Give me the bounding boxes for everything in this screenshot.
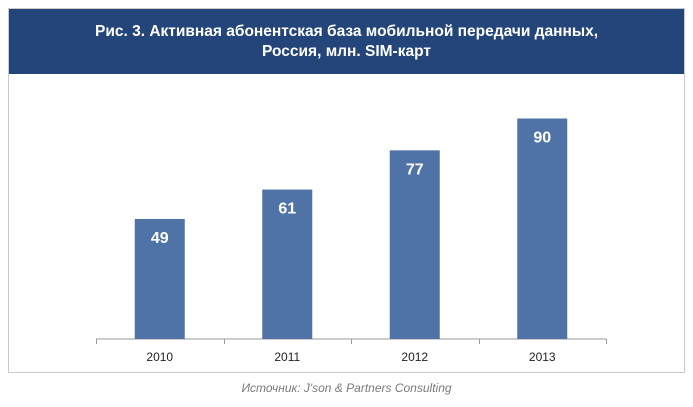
chart-title-bar: Рис. 3. Активная абонентская база мобиль… — [9, 9, 684, 74]
bar-2012 — [389, 150, 440, 339]
bar-2013 — [517, 118, 568, 339]
source-note: Источник: J'son & Partners Consulting — [241, 381, 452, 395]
bar-2011 — [262, 189, 313, 339]
data-label-2010: 49 — [151, 230, 169, 247]
data-label-2013: 90 — [533, 130, 551, 147]
bar-2010 — [134, 218, 185, 339]
data-label-2011: 61 — [278, 201, 296, 218]
x-tick-label-2013: 2013 — [529, 350, 556, 364]
x-tick-label-2011: 2011 — [274, 350, 300, 364]
x-tick-label-2010: 2010 — [146, 350, 173, 364]
x-tick-label-2012: 2012 — [401, 350, 428, 364]
chart-frame: Рис. 3. Активная абонентская база мобиль… — [8, 8, 685, 373]
bar-chart: 49 2010 61 2011 77 2012 90 2013 — [96, 118, 607, 364]
chart-title: Рис. 3. Активная абонентская база мобиль… — [94, 22, 599, 60]
data-label-2012: 77 — [406, 161, 424, 178]
